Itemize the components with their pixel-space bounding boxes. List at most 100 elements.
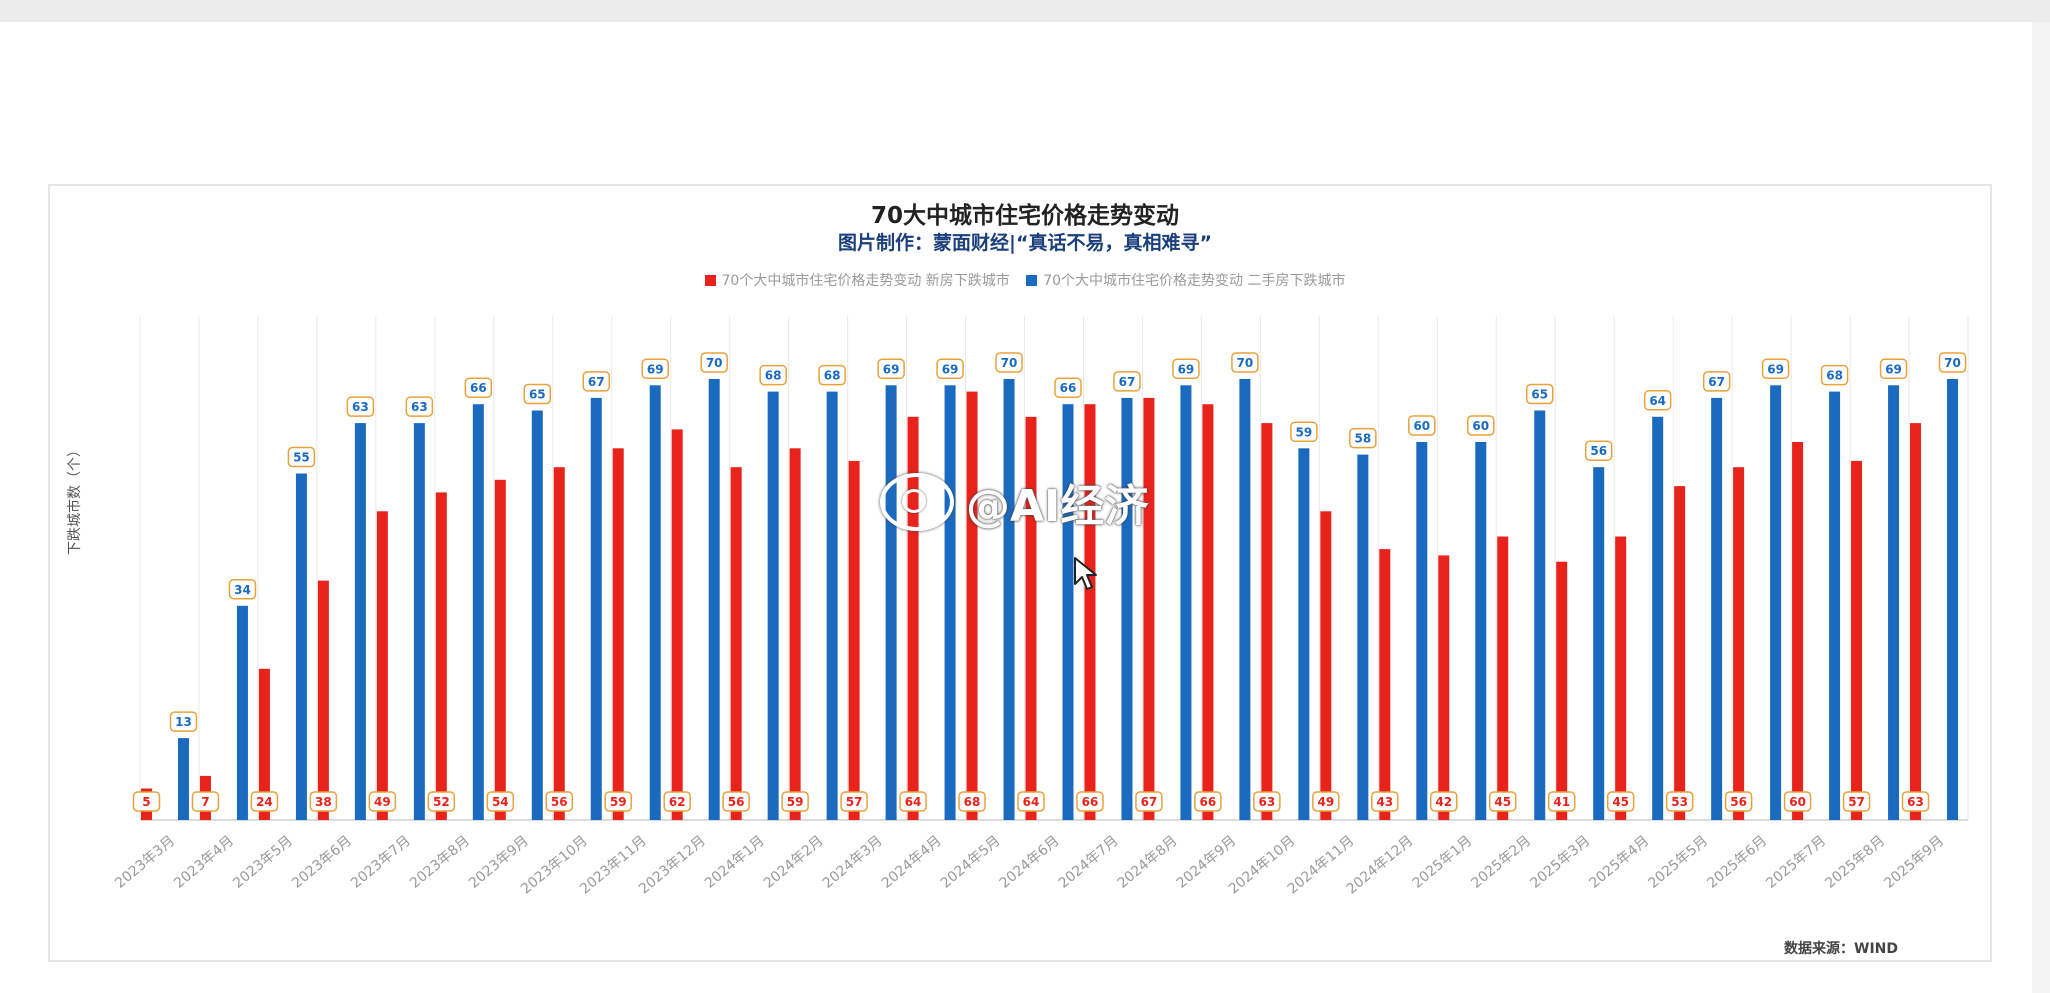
x-tick-label: 2023年3月 [112,833,178,892]
data-label-box-new-home [1547,791,1576,812]
data-label-box-second-hand [582,371,611,392]
bar-second-hand [236,605,248,820]
data-label-new-home: 45 [1612,795,1629,809]
data-source: 数据来源：WIND [1784,941,1898,957]
bar-second-hand [1003,379,1015,820]
bar-second-hand [767,391,779,820]
data-label-box-second-hand [1584,440,1613,461]
data-label-box-new-home [545,791,574,812]
bar-second-hand [531,410,543,820]
bar-new-home [1851,460,1863,820]
data-label-box-second-hand [1761,358,1790,380]
bar-second-hand [1888,385,1900,820]
bar-second-hand [354,423,366,820]
x-tick-label: 2023年4月 [171,833,237,892]
legend-label-second-hand: 70个大中城市住宅价格走势变动 二手房下跌城市 [1043,273,1346,289]
watermark-text: @AI经济 [966,481,1149,532]
data-label-second-hand: 68 [765,369,782,383]
data-label-new-home: 67 [1141,795,1158,809]
data-label-new-home: 49 [374,795,391,809]
data-label-second-hand: 69 [1178,362,1195,376]
data-label-box-new-home [899,791,927,812]
x-tick-label: 2023年5月 [230,833,296,892]
window-scrollbar[interactable] [2032,22,2050,993]
data-label-new-home: 64 [1023,795,1040,809]
chart-legend: 70个大中城市住宅价格走势变动 新房下跌城市 70个大中城市住宅价格走势变动 二… [0,270,2050,290]
data-label-second-hand: 60 [1413,419,1430,433]
data-label-box-new-home [781,791,809,812]
x-tick-label: 2025年9月 [1881,833,1947,892]
bar-second-hand [1947,379,1959,820]
data-label-new-home: 57 [1848,795,1865,809]
data-label-box-second-hand [1408,415,1436,436]
data-label-second-hand: 69 [647,362,664,376]
data-label-box-new-home [1901,791,1930,812]
data-label-new-home: 45 [1494,795,1511,809]
data-label-box-second-hand [759,364,787,386]
data-label-new-home: 56 [551,795,568,809]
data-label-second-hand: 67 [1708,375,1725,389]
data-label-second-hand: 69 [883,362,900,376]
x-tick-label: 2023年6月 [289,833,355,892]
bar-second-hand [1357,454,1369,820]
data-label-box-second-hand [1290,421,1318,443]
data-label-box-second-hand [1643,390,1672,411]
data-label-box-second-hand [405,396,434,417]
bar-second-hand [1062,404,1074,820]
bar-second-hand [885,385,897,820]
data-label-new-home: 62 [669,795,686,809]
data-label-box-new-home [1842,791,1871,812]
bar-new-home [1438,555,1450,820]
data-label-box-second-hand [1231,352,1259,373]
data-label-new-home: 56 [728,795,745,809]
bar-new-home [671,429,683,820]
data-label-box-second-hand [818,364,846,386]
chart-subtitle: 图片制作：蒙面财经|“真话不易，真相难寻” [838,232,1212,254]
bar-second-hand [1770,385,1782,820]
window-top-bar [0,0,2050,22]
data-label-second-hand: 69 [1767,362,1784,376]
legend-swatch-second-hand [1026,275,1038,286]
bar-new-home [376,511,388,820]
data-label-box-new-home [958,791,986,812]
x-tick-label: 2025年5月 [1645,833,1711,892]
legend-item-second-hand[interactable]: 70个大中城市住宅价格走势变动 二手房下跌城市 [1026,270,1345,290]
data-label-new-home: 57 [846,795,863,809]
data-label-box-second-hand [1820,364,1849,386]
bar-second-hand [590,397,602,820]
data-label-box-new-home [1430,791,1458,812]
data-label-box-second-hand [1938,352,1967,373]
legend-label-new-home: 70个大中城市住宅价格走势变动 新房下跌城市 [721,273,1010,289]
data-label-new-home: 66 [1082,795,1099,809]
data-label-box-new-home [1076,791,1104,812]
data-label-box-new-home [427,791,456,812]
bar-new-home [1202,404,1214,820]
data-label-new-home: 43 [1376,795,1393,809]
bar-new-home [1733,467,1745,820]
x-tick-label: 2025年4月 [1586,833,1652,892]
bar-second-hand [1239,379,1251,820]
bar-new-home [1143,397,1155,820]
data-label-box-new-home [1194,791,1222,812]
x-tick-label: 2025年7月 [1763,833,1829,892]
data-label-second-hand: 69 [1885,362,1902,376]
data-label-box-new-home [1253,791,1281,812]
data-label-second-hand: 65 [529,388,546,402]
bar-second-hand [708,379,720,820]
legend-swatch-new-home [704,275,716,286]
data-label-new-home: 38 [315,795,332,809]
watermark: @AI经济 [880,470,1148,534]
data-label-new-home: 59 [787,795,804,809]
data-label-second-hand: 66 [470,381,487,395]
legend-item-new-home[interactable]: 70个大中城市住宅价格走势变动 新房下跌城市 [704,270,1010,290]
bar-new-home [435,492,447,820]
data-label-second-hand: 58 [1354,432,1371,446]
chart-title: 70大中城市住宅价格走势变动 [870,203,1179,229]
data-label-second-hand: 59 [1296,425,1313,439]
data-label-box-second-hand [1525,383,1554,405]
data-label-second-hand: 65 [1531,388,1548,402]
data-label-box-new-home [1665,791,1694,812]
data-label-second-hand: 70 [1001,356,1018,370]
bar-new-home [1025,416,1037,820]
